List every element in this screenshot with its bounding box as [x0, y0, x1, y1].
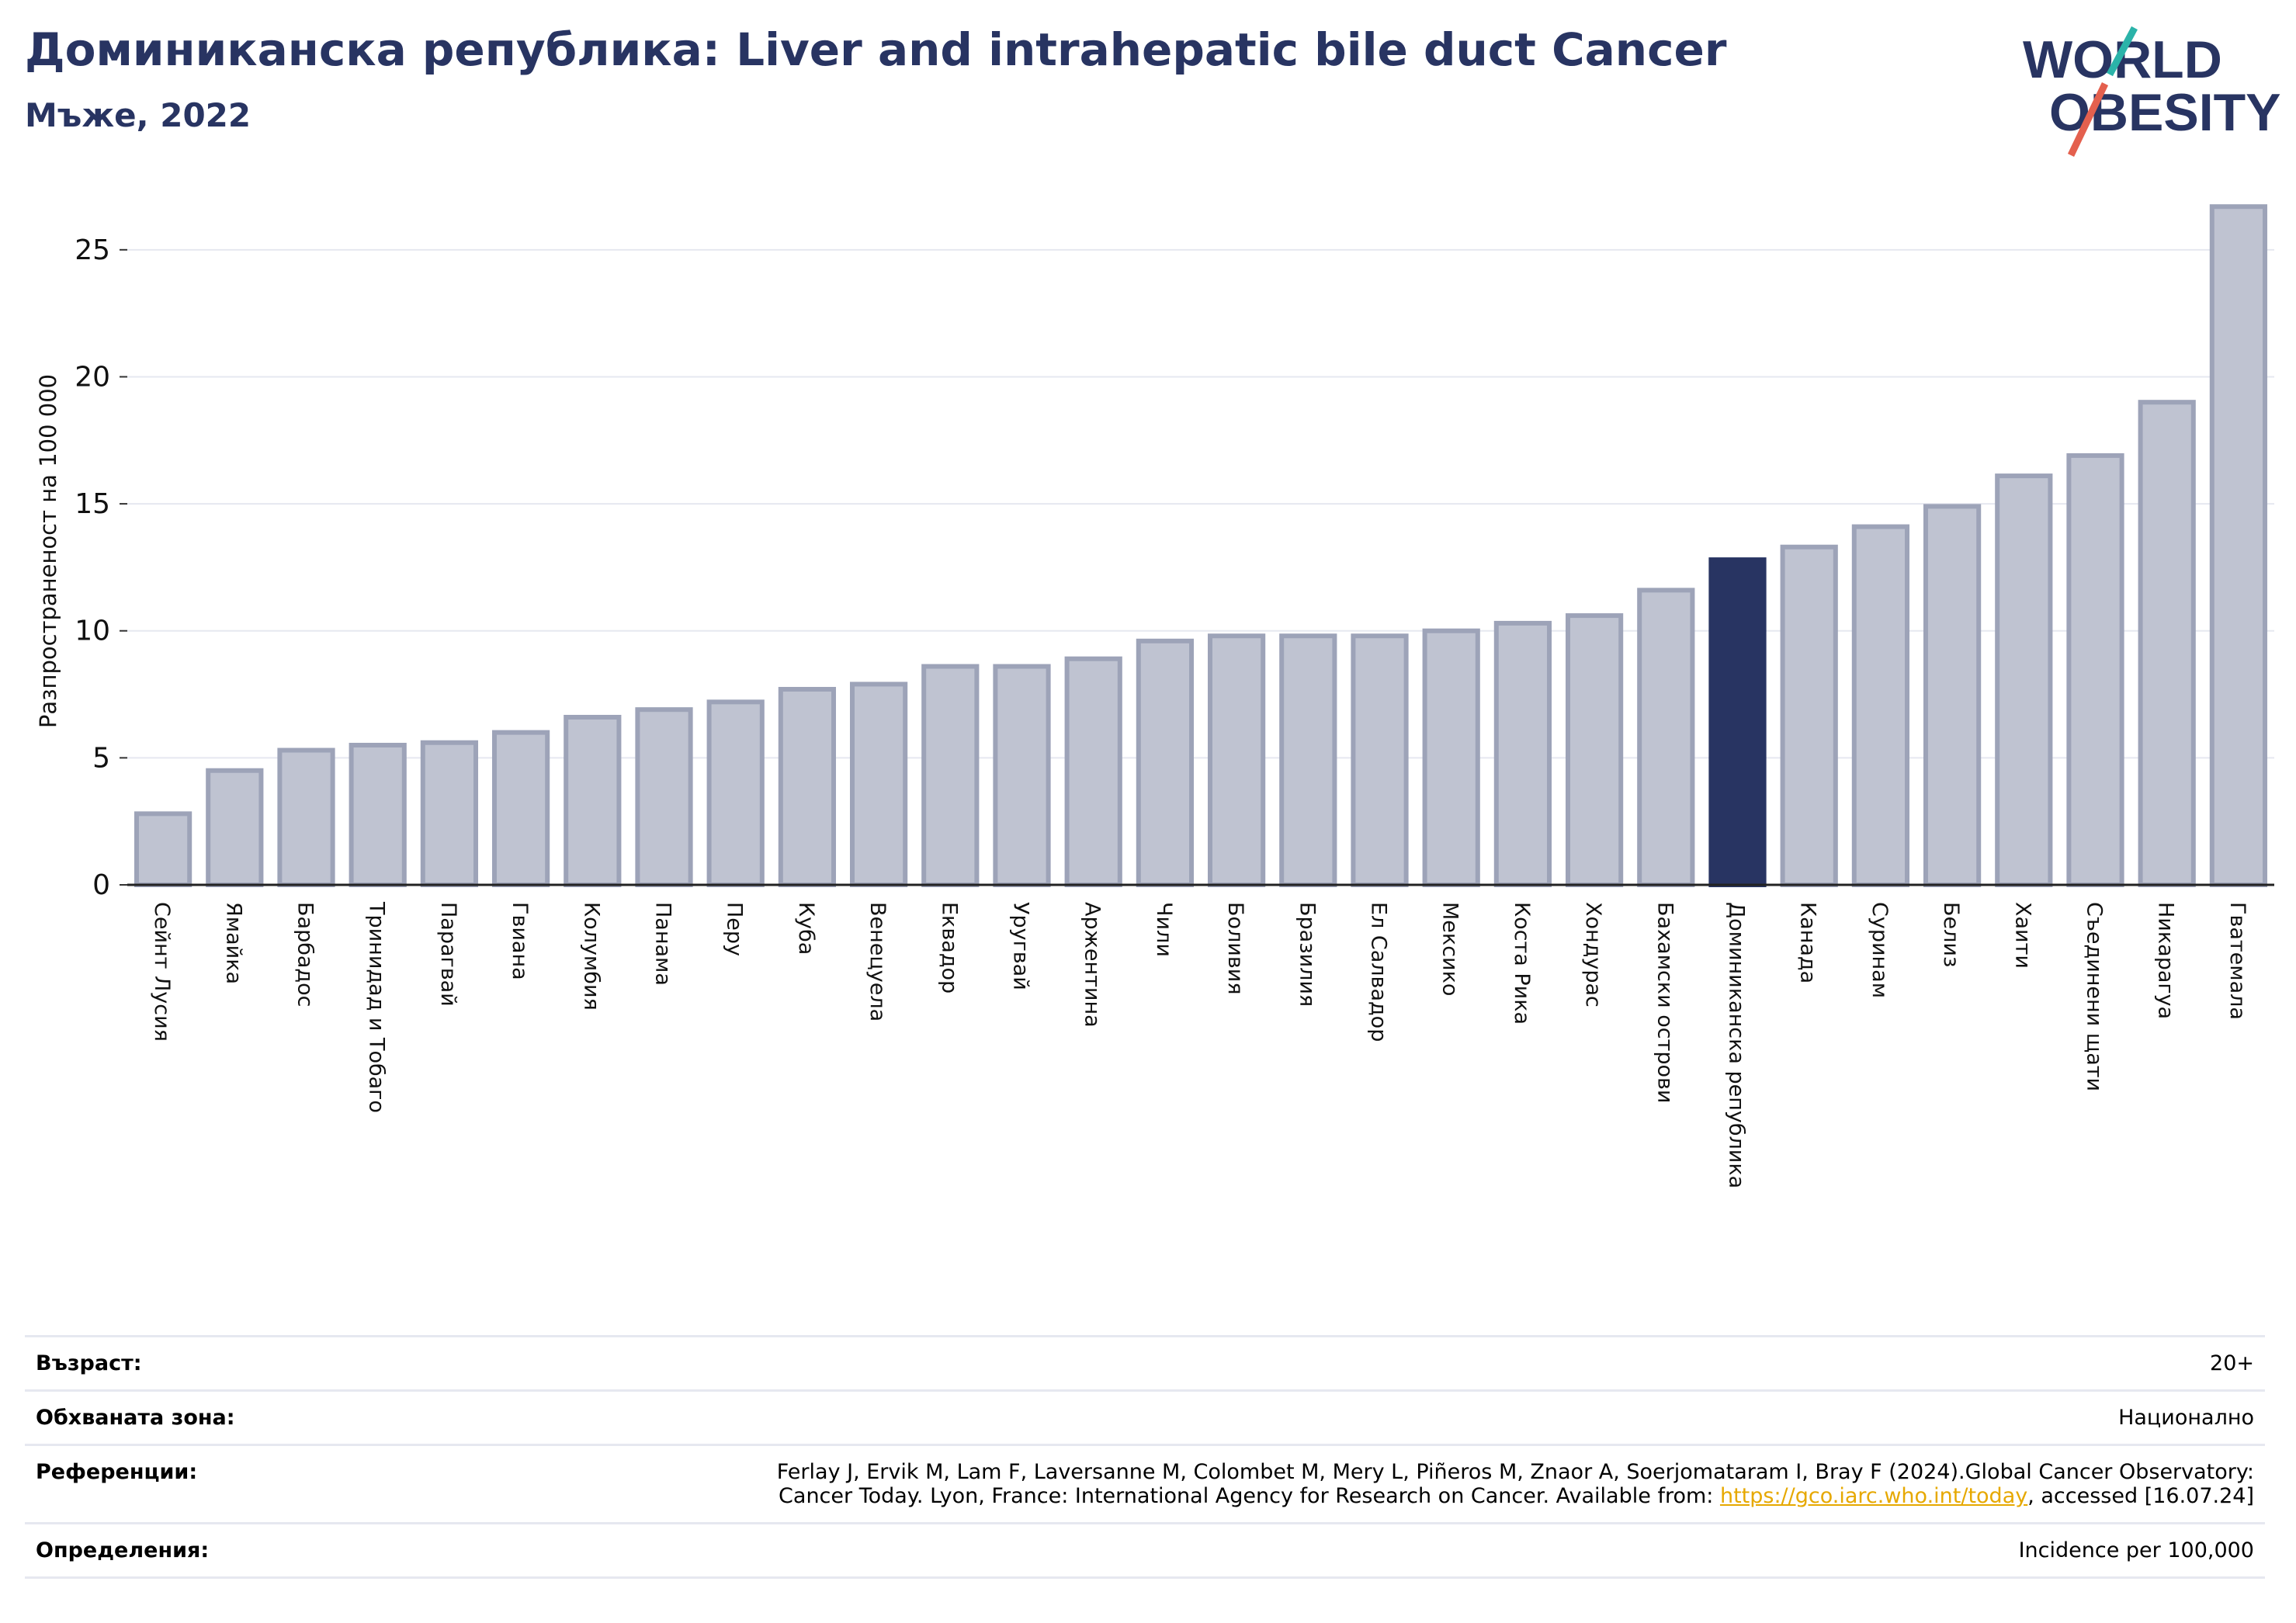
bar — [1780, 544, 1838, 888]
bar — [349, 743, 407, 887]
logo-slash-coral — [2067, 82, 2109, 157]
bar-highlighted — [1708, 557, 1767, 887]
y-tick-label: 25 — [75, 234, 110, 266]
bar — [778, 687, 837, 887]
x-tick-label: Барбадос — [293, 902, 317, 1007]
x-tick-label: Еквадор — [937, 902, 961, 994]
x-axis-labels: Сейнт Лусия Ямайка Барбадос Тринидад и Тоба… — [150, 901, 2249, 1188]
y-axis-label: Разпространеност на 100 000 — [35, 374, 61, 728]
y-tick-label: 0 — [92, 869, 110, 901]
x-tick-label: Канада — [1796, 902, 1820, 983]
y-tick-label: 10 — [75, 616, 110, 647]
x-tick-label: Белиз — [1939, 902, 1963, 967]
bar — [206, 768, 264, 888]
age-label: Възраст: — [36, 1351, 142, 1375]
logo-text-world: WORLD — [2023, 30, 2222, 89]
bar — [1207, 633, 1266, 887]
y-tick-label: 5 — [92, 742, 110, 774]
x-tick-label: Ел Салвадор — [1367, 902, 1391, 1042]
references-line-2b: , accessed [16.07.24] — [2027, 1484, 2254, 1508]
bar — [2209, 204, 2268, 887]
y-tick-label: 20 — [75, 361, 110, 393]
bar — [1995, 473, 2053, 887]
x-tick-label: Хаити — [2010, 902, 2034, 969]
world-obesity-logo: WORLD OBESITY — [2023, 26, 2281, 157]
x-tick-label: Венецуела — [865, 902, 890, 1021]
definitions-value: Incidence per 100,000 — [2018, 1538, 2254, 1562]
bar — [635, 707, 693, 887]
x-tick-label: Гвиана — [508, 902, 532, 980]
x-tick-label: Боливия — [1223, 902, 1247, 995]
bar — [1422, 628, 1480, 888]
x-tick-label: Сейнт Лусия — [150, 902, 174, 1042]
bar — [1565, 613, 1624, 887]
bars — [134, 204, 2268, 888]
x-tick-label: Хондурас — [1581, 902, 1605, 1007]
x-tick-label: Куба — [794, 902, 818, 955]
bar — [134, 811, 192, 888]
bar — [564, 715, 622, 887]
x-tick-label: Съединени щати — [2083, 902, 2107, 1091]
bar — [491, 730, 550, 887]
footer-row-age: Възраст: 20+ — [25, 1335, 2265, 1389]
x-tick-label: Парагвай — [436, 902, 460, 1007]
y-axis-ticks: 0 5 10 15 20 25 — [75, 234, 127, 901]
x-tick-label: Аржентина — [1080, 902, 1105, 1028]
x-tick-label: Суринам — [1868, 902, 1892, 998]
references-line-1: Ferlay J, Ervik M, Lam F, Laversanne M, … — [776, 1460, 2254, 1484]
bar — [277, 747, 335, 888]
x-tick-label: Гватемала — [2225, 902, 2249, 1020]
bar — [1851, 524, 1910, 888]
x-tick-label: Доминиканска република — [1725, 902, 1749, 1188]
footer-row-definitions: Определения: Incidence per 100,000 — [25, 1522, 2265, 1579]
chart-title: Доминиканска република: Liver and intrah… — [25, 23, 1727, 76]
area-value: Национално — [2118, 1406, 2254, 1430]
x-tick-label: Бразилия — [1295, 902, 1319, 1007]
y-tick-label: 15 — [75, 488, 110, 520]
references-line-2a: Cancer Today. Lyon, France: Internationa… — [779, 1484, 1720, 1508]
bar — [706, 699, 765, 888]
x-tick-label: Коста Рика — [1510, 902, 1534, 1025]
definitions-label: Определения: — [36, 1538, 210, 1562]
area-label: Обхваната зона: — [36, 1406, 235, 1430]
bar — [921, 664, 980, 888]
grid-lines — [127, 248, 2274, 759]
bar — [420, 740, 479, 888]
x-tick-label: Уругвай — [1009, 902, 1033, 990]
references-label: Референции: — [36, 1460, 198, 1484]
references-link[interactable]: https://gco.iarc.who.int/today — [1719, 1484, 2028, 1508]
x-tick-label: Бахамски острови — [1653, 902, 1677, 1103]
bar — [1923, 504, 1982, 887]
chart-subtitle: Мъже, 2022 — [25, 96, 251, 134]
bar — [1351, 633, 1409, 887]
bar — [1493, 620, 1552, 888]
footer-table: Възраст: 20+ Обхваната зона: Национално … — [25, 1335, 2265, 1579]
bar — [1136, 638, 1195, 887]
x-tick-label: Никарагуа — [2154, 902, 2178, 1019]
age-value: 20+ — [2210, 1351, 2254, 1375]
bar — [1064, 656, 1122, 888]
x-tick-label: Колумбия — [579, 902, 603, 1011]
bar — [2066, 453, 2124, 887]
bar — [1637, 588, 1695, 887]
bar-chart: 0 5 10 15 20 25 Сейнт Лусия Ямайка Барбадос Трин… — [35, 204, 2274, 1188]
x-tick-label: Ямайка — [221, 902, 245, 984]
footer-row-references: Референции: Ferlay J, Ervik M, Lam F, La… — [25, 1444, 2265, 1522]
logo-slash-teal — [2107, 26, 2138, 77]
bar — [1279, 633, 1337, 887]
x-tick-label: Мексико — [1438, 902, 1462, 996]
x-tick-label: Чили — [1152, 902, 1176, 957]
bar — [993, 664, 1051, 888]
bar — [2138, 400, 2196, 887]
references-value: Ferlay J, Ervik M, Lam F, Laversanne M, … — [777, 1460, 2254, 1508]
x-tick-label: Тринидад и Тобаго — [365, 901, 389, 1113]
x-tick-label: Перу — [723, 902, 747, 956]
bar — [849, 681, 908, 887]
footer-row-area: Обхваната зона: Национално — [25, 1389, 2265, 1444]
x-tick-label: Панама — [651, 902, 675, 986]
